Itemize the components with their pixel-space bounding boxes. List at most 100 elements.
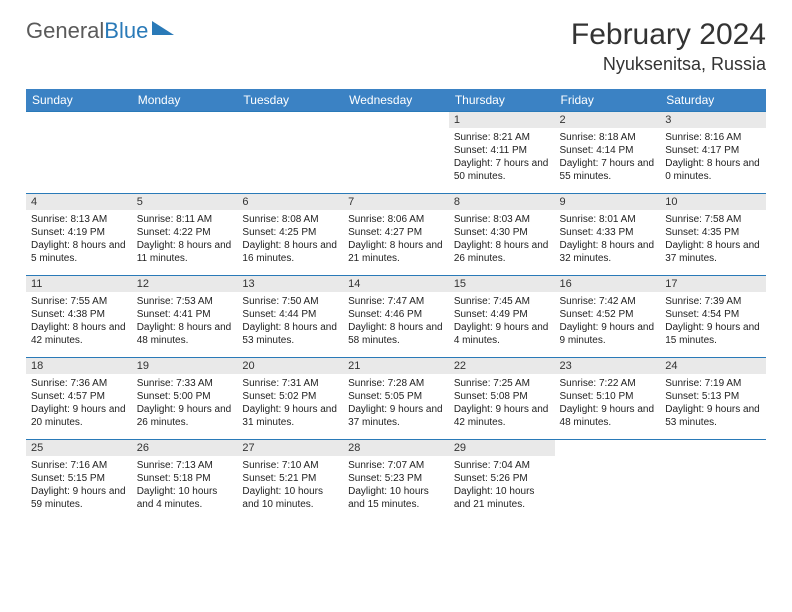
sunset-line: Sunset: 5:05 PM	[348, 390, 444, 403]
weekday-header-row: SundayMondayTuesdayWednesdayThursdayFrid…	[26, 89, 766, 112]
calendar-cell: 14Sunrise: 7:47 AMSunset: 4:46 PMDayligh…	[343, 276, 449, 358]
day-details: Sunrise: 7:50 AMSunset: 4:44 PMDaylight:…	[237, 292, 343, 351]
sunrise-line: Sunrise: 7:39 AM	[665, 295, 761, 308]
calendar-table: SundayMondayTuesdayWednesdayThursdayFrid…	[26, 89, 766, 522]
day-number: 7	[343, 194, 449, 210]
sunset-line: Sunset: 5:08 PM	[454, 390, 550, 403]
calendar-cell: 18Sunrise: 7:36 AMSunset: 4:57 PMDayligh…	[26, 358, 132, 440]
day-details: Sunrise: 7:55 AMSunset: 4:38 PMDaylight:…	[26, 292, 132, 351]
sunrise-line: Sunrise: 7:10 AM	[242, 459, 338, 472]
daylight-line: Daylight: 10 hours and 10 minutes.	[242, 485, 338, 511]
day-number: 11	[26, 276, 132, 292]
calendar-cell: 19Sunrise: 7:33 AMSunset: 5:00 PMDayligh…	[132, 358, 238, 440]
calendar-cell: 5Sunrise: 8:11 AMSunset: 4:22 PMDaylight…	[132, 194, 238, 276]
location: Nyuksenitsa, Russia	[571, 54, 766, 75]
sunset-line: Sunset: 4:57 PM	[31, 390, 127, 403]
daylight-line: Daylight: 7 hours and 50 minutes.	[454, 157, 550, 183]
calendar-cell: 20Sunrise: 7:31 AMSunset: 5:02 PMDayligh…	[237, 358, 343, 440]
day-number: 6	[237, 194, 343, 210]
sunset-line: Sunset: 4:44 PM	[242, 308, 338, 321]
calendar-cell	[660, 440, 766, 522]
sunset-line: Sunset: 4:17 PM	[665, 144, 761, 157]
day-number: 24	[660, 358, 766, 374]
day-details: Sunrise: 7:19 AMSunset: 5:13 PMDaylight:…	[660, 374, 766, 433]
day-details: Sunrise: 7:13 AMSunset: 5:18 PMDaylight:…	[132, 456, 238, 515]
day-number: 17	[660, 276, 766, 292]
sunset-line: Sunset: 5:13 PM	[665, 390, 761, 403]
weekday-header: Saturday	[660, 89, 766, 112]
daylight-line: Daylight: 9 hours and 42 minutes.	[454, 403, 550, 429]
day-details: Sunrise: 7:58 AMSunset: 4:35 PMDaylight:…	[660, 210, 766, 269]
day-details: Sunrise: 8:03 AMSunset: 4:30 PMDaylight:…	[449, 210, 555, 269]
sunrise-line: Sunrise: 7:04 AM	[454, 459, 550, 472]
day-number: 27	[237, 440, 343, 456]
day-details: Sunrise: 8:08 AMSunset: 4:25 PMDaylight:…	[237, 210, 343, 269]
daylight-line: Daylight: 9 hours and 31 minutes.	[242, 403, 338, 429]
day-details: Sunrise: 7:47 AMSunset: 4:46 PMDaylight:…	[343, 292, 449, 351]
daylight-line: Daylight: 8 hours and 11 minutes.	[137, 239, 233, 265]
day-number: 22	[449, 358, 555, 374]
daylight-line: Daylight: 10 hours and 21 minutes.	[454, 485, 550, 511]
daylight-line: Daylight: 8 hours and 16 minutes.	[242, 239, 338, 265]
calendar-cell: 3Sunrise: 8:16 AMSunset: 4:17 PMDaylight…	[660, 112, 766, 194]
sunrise-line: Sunrise: 7:55 AM	[31, 295, 127, 308]
daylight-line: Daylight: 9 hours and 4 minutes.	[454, 321, 550, 347]
calendar-cell: 24Sunrise: 7:19 AMSunset: 5:13 PMDayligh…	[660, 358, 766, 440]
calendar-cell: 2Sunrise: 8:18 AMSunset: 4:14 PMDaylight…	[555, 112, 661, 194]
calendar-cell: 16Sunrise: 7:42 AMSunset: 4:52 PMDayligh…	[555, 276, 661, 358]
sunset-line: Sunset: 4:25 PM	[242, 226, 338, 239]
day-number: 25	[26, 440, 132, 456]
sunrise-line: Sunrise: 7:53 AM	[137, 295, 233, 308]
sunrise-line: Sunrise: 8:03 AM	[454, 213, 550, 226]
daylight-line: Daylight: 8 hours and 42 minutes.	[31, 321, 127, 347]
sunrise-line: Sunrise: 8:18 AM	[560, 131, 656, 144]
daylight-line: Daylight: 8 hours and 0 minutes.	[665, 157, 761, 183]
calendar-row: 1Sunrise: 8:21 AMSunset: 4:11 PMDaylight…	[26, 112, 766, 194]
calendar-cell: 10Sunrise: 7:58 AMSunset: 4:35 PMDayligh…	[660, 194, 766, 276]
calendar-cell	[343, 112, 449, 194]
day-number: 2	[555, 112, 661, 128]
sunrise-line: Sunrise: 7:13 AM	[137, 459, 233, 472]
calendar-row: 18Sunrise: 7:36 AMSunset: 4:57 PMDayligh…	[26, 358, 766, 440]
day-details: Sunrise: 7:10 AMSunset: 5:21 PMDaylight:…	[237, 456, 343, 515]
sunrise-line: Sunrise: 7:16 AM	[31, 459, 127, 472]
day-number: 3	[660, 112, 766, 128]
calendar-cell: 15Sunrise: 7:45 AMSunset: 4:49 PMDayligh…	[449, 276, 555, 358]
day-details: Sunrise: 7:16 AMSunset: 5:15 PMDaylight:…	[26, 456, 132, 515]
sunrise-line: Sunrise: 7:22 AM	[560, 377, 656, 390]
sunrise-line: Sunrise: 7:42 AM	[560, 295, 656, 308]
calendar-cell: 26Sunrise: 7:13 AMSunset: 5:18 PMDayligh…	[132, 440, 238, 522]
sunrise-line: Sunrise: 7:47 AM	[348, 295, 444, 308]
sunset-line: Sunset: 4:49 PM	[454, 308, 550, 321]
calendar-cell: 17Sunrise: 7:39 AMSunset: 4:54 PMDayligh…	[660, 276, 766, 358]
sunset-line: Sunset: 4:41 PM	[137, 308, 233, 321]
calendar-cell: 11Sunrise: 7:55 AMSunset: 4:38 PMDayligh…	[26, 276, 132, 358]
calendar-cell	[26, 112, 132, 194]
title-block: February 2024 Nyuksenitsa, Russia	[571, 18, 766, 75]
daylight-line: Daylight: 8 hours and 21 minutes.	[348, 239, 444, 265]
sunrise-line: Sunrise: 8:13 AM	[31, 213, 127, 226]
calendar-row: 4Sunrise: 8:13 AMSunset: 4:19 PMDaylight…	[26, 194, 766, 276]
daylight-line: Daylight: 9 hours and 15 minutes.	[665, 321, 761, 347]
calendar-cell: 13Sunrise: 7:50 AMSunset: 4:44 PMDayligh…	[237, 276, 343, 358]
day-number: 13	[237, 276, 343, 292]
day-number: 9	[555, 194, 661, 210]
calendar-cell: 9Sunrise: 8:01 AMSunset: 4:33 PMDaylight…	[555, 194, 661, 276]
logo-text: GeneralBlue	[26, 18, 148, 44]
daylight-line: Daylight: 8 hours and 26 minutes.	[454, 239, 550, 265]
sunrise-line: Sunrise: 8:01 AM	[560, 213, 656, 226]
daylight-line: Daylight: 8 hours and 48 minutes.	[137, 321, 233, 347]
calendar-cell	[132, 112, 238, 194]
day-details: Sunrise: 8:13 AMSunset: 4:19 PMDaylight:…	[26, 210, 132, 269]
day-number: 16	[555, 276, 661, 292]
calendar-body: 1Sunrise: 8:21 AMSunset: 4:11 PMDaylight…	[26, 112, 766, 522]
day-number: 1	[449, 112, 555, 128]
logo-part2: Blue	[104, 18, 148, 43]
day-details: Sunrise: 8:11 AMSunset: 4:22 PMDaylight:…	[132, 210, 238, 269]
daylight-line: Daylight: 9 hours and 59 minutes.	[31, 485, 127, 511]
sunrise-line: Sunrise: 7:31 AM	[242, 377, 338, 390]
day-details: Sunrise: 7:07 AMSunset: 5:23 PMDaylight:…	[343, 456, 449, 515]
sunrise-line: Sunrise: 7:50 AM	[242, 295, 338, 308]
day-number: 19	[132, 358, 238, 374]
day-number: 10	[660, 194, 766, 210]
